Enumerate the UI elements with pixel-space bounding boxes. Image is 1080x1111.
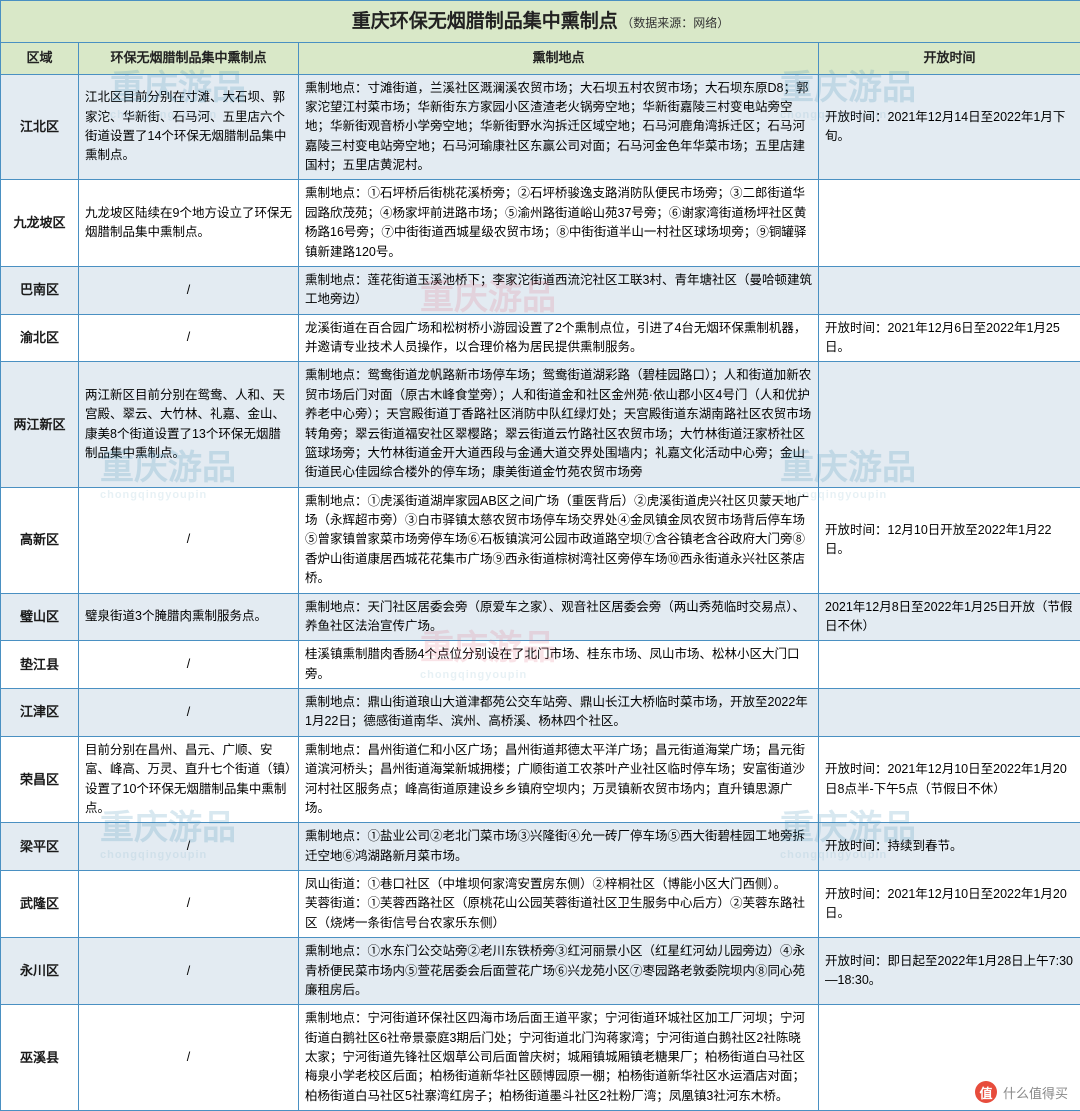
location-cell: 熏制地点：天门社区居委会旁（原爱车之家）、观音社区居委会旁（两山秀苑临时交易点）… (299, 593, 819, 641)
table-row: 高新区/熏制地点：①虎溪街道湖岸家园AB区之间广场（重医背后）②虎溪街道虎兴社区… (1, 487, 1080, 593)
region-cell: 璧山区 (1, 593, 79, 641)
location-cell: 桂溪镇熏制腊肉香肠4个点位分别设在了北门市场、桂东市场、凤山市场、松林小区大门口… (299, 641, 819, 689)
point-cell: 九龙坡区陆续在9个地方设立了环保无烟腊制品集中熏制点。 (79, 180, 299, 267)
point-cell: / (79, 487, 299, 593)
location-cell: 熏制地点：①石坪桥后街桃花溪桥旁；②石坪桥骏逸支路消防队便民市场旁；③二郎街道华… (299, 180, 819, 267)
point-cell: / (79, 938, 299, 1005)
table-row: 渝北区/龙溪街道在百合园广场和松树桥小游园设置了2个熏制点位，引进了4台无烟环保… (1, 314, 1080, 362)
footer-icon: 值 (975, 1081, 997, 1103)
location-cell: 凤山街道：①巷口社区（中堆坝何家湾安置房东侧）②梓桐社区（博能小区大门西侧）。 … (299, 871, 819, 938)
time-cell: 开放时间：12月10日开放至2022年1月22日。 (819, 487, 1080, 593)
point-cell: / (79, 823, 299, 871)
page-container: { "title": { "main": "重庆环保无烟腊制品集中熏制点", "… (0, 0, 1080, 1111)
point-cell: / (79, 689, 299, 737)
table-row: 九龙坡区九龙坡区陆续在9个地方设立了环保无烟腊制品集中熏制点。熏制地点：①石坪桥… (1, 180, 1080, 267)
point-cell: 两江新区目前分别在鸳鸯、人和、天宫殿、翠云、大竹林、礼嘉、金山、康美8个街道设置… (79, 362, 299, 487)
point-cell: 璧泉街道3个腌腊肉熏制服务点。 (79, 593, 299, 641)
location-cell: 熏制地点：昌州街道仁和小区广场；昌州街道邦德太平洋广场；昌元街道海棠广场；昌元街… (299, 736, 819, 823)
time-cell (819, 266, 1080, 314)
region-cell: 高新区 (1, 487, 79, 593)
location-cell: 龙溪街道在百合园广场和松树桥小游园设置了2个熏制点位，引进了4台无烟环保熏制机器… (299, 314, 819, 362)
title-row: 重庆环保无烟腊制品集中熏制点 （数据来源：网络） (1, 1, 1080, 43)
time-cell: 开放时间：2021年12月6日至2022年1月25日。 (819, 314, 1080, 362)
time-cell: 2021年12月8日至2022年1月25日开放（节假日不休） (819, 593, 1080, 641)
col-point-header: 环保无烟腊制品集中熏制点 (79, 43, 299, 74)
region-cell: 渝北区 (1, 314, 79, 362)
table-row: 巴南区/熏制地点：莲花街道玉溪池桥下；李家沱街道西流沱社区工联3村、青年塘社区（… (1, 266, 1080, 314)
header-row: 区域 环保无烟腊制品集中熏制点 熏制地点 开放时间 (1, 43, 1080, 74)
location-cell: 熏制地点：①虎溪街道湖岸家园AB区之间广场（重医背后）②虎溪街道虎兴社区贝蒙天地… (299, 487, 819, 593)
point-cell: / (79, 266, 299, 314)
location-cell: 熏制地点：①水东门公交站旁②老川东铁桥旁③红河丽景小区（红星红河幼儿园旁边）④永… (299, 938, 819, 1005)
region-cell: 永川区 (1, 938, 79, 1005)
page-title: 重庆环保无烟腊制品集中熏制点 (352, 11, 618, 32)
region-cell: 垫江县 (1, 641, 79, 689)
data-table: 重庆环保无烟腊制品集中熏制点 （数据来源：网络） 区域 环保无烟腊制品集中熏制点… (0, 0, 1080, 1111)
region-cell: 荣昌区 (1, 736, 79, 823)
table-row: 梁平区/熏制地点：①盐业公司②老北门菜市场③兴隆街④允一砖厂停车场⑤西大街碧桂园… (1, 823, 1080, 871)
time-cell: 开放时间：持续到春节。 (819, 823, 1080, 871)
location-cell: 熏制地点：鼎山街道琅山大道津都苑公交车站旁、鼎山长江大桥临时菜市场，开放至202… (299, 689, 819, 737)
point-cell: 目前分别在昌州、昌元、广顺、安富、峰高、万灵、直升七个街道（镇）设置了10个环保… (79, 736, 299, 823)
col-region-header: 区域 (1, 43, 79, 74)
time-cell: 开放时间：2021年12月10日至2022年1月20日8点半-下午5点（节假日不… (819, 736, 1080, 823)
location-cell: 熏制地点：莲花街道玉溪池桥下；李家沱街道西流沱社区工联3村、青年塘社区（曼哈顿建… (299, 266, 819, 314)
time-cell: 开放时间：2021年12月10日至2022年1月20日。 (819, 871, 1080, 938)
region-cell: 九龙坡区 (1, 180, 79, 267)
location-cell: 熏制地点：寸滩街道，兰溪社区溉澜溪农贸市场；大石坝五村农贸市场；大石坝东原D8；… (299, 74, 819, 180)
table-row: 两江新区两江新区目前分别在鸳鸯、人和、天宫殿、翠云、大竹林、礼嘉、金山、康美8个… (1, 362, 1080, 487)
col-time-header: 开放时间 (819, 43, 1080, 74)
table-row: 永川区/熏制地点：①水东门公交站旁②老川东铁桥旁③红河丽景小区（红星红河幼儿园旁… (1, 938, 1080, 1005)
table-row: 垫江县/桂溪镇熏制腊肉香肠4个点位分别设在了北门市场、桂东市场、凤山市场、松林小… (1, 641, 1080, 689)
region-cell: 巫溪县 (1, 1005, 79, 1111)
footer-badge: 值 什么值得买 (975, 1081, 1068, 1103)
location-cell: 熏制地点：宁河街道环保社区四海市场后面王道平家；宁河街道环城社区加工厂河坝；宁河… (299, 1005, 819, 1111)
table-row: 江津区/熏制地点：鼎山街道琅山大道津都苑公交车站旁、鼎山长江大桥临时菜市场，开放… (1, 689, 1080, 737)
region-cell: 江北区 (1, 74, 79, 180)
region-cell: 武隆区 (1, 871, 79, 938)
table-row: 武隆区/凤山街道：①巷口社区（中堆坝何家湾安置房东侧）②梓桐社区（博能小区大门西… (1, 871, 1080, 938)
point-cell: / (79, 1005, 299, 1111)
point-cell: 江北区目前分别在寸滩、大石坝、郭家沱、华新街、石马河、五里店六个街道设置了14个… (79, 74, 299, 180)
region-cell: 梁平区 (1, 823, 79, 871)
point-cell: / (79, 871, 299, 938)
time-cell: 开放时间：即日起至2022年1月28日上午7:30—18:30。 (819, 938, 1080, 1005)
point-cell: / (79, 641, 299, 689)
location-cell: 熏制地点：①盐业公司②老北门菜市场③兴隆街④允一砖厂停车场⑤西大街碧桂园工地旁拆… (299, 823, 819, 871)
footer-text: 什么值得买 (1003, 1083, 1068, 1102)
table-row: 巫溪县/熏制地点：宁河街道环保社区四海市场后面王道平家；宁河街道环城社区加工厂河… (1, 1005, 1080, 1111)
table-body: 江北区江北区目前分别在寸滩、大石坝、郭家沱、华新街、石马河、五里店六个街道设置了… (1, 74, 1080, 1111)
time-cell (819, 362, 1080, 487)
table-row: 璧山区璧泉街道3个腌腊肉熏制服务点。熏制地点：天门社区居委会旁（原爱车之家）、观… (1, 593, 1080, 641)
location-cell: 熏制地点：鸳鸯街道龙帆路新市场停车场；鸳鸯街道湖彩路（碧桂园路口）；人和街道加新… (299, 362, 819, 487)
table-row: 荣昌区目前分别在昌州、昌元、广顺、安富、峰高、万灵、直升七个街道（镇）设置了10… (1, 736, 1080, 823)
point-cell: / (79, 314, 299, 362)
time-cell (819, 689, 1080, 737)
region-cell: 巴南区 (1, 266, 79, 314)
time-cell (819, 641, 1080, 689)
table-row: 江北区江北区目前分别在寸滩、大石坝、郭家沱、华新街、石马河、五里店六个街道设置了… (1, 74, 1080, 180)
page-subtitle: （数据来源：网络） (621, 16, 729, 30)
col-loc-header: 熏制地点 (299, 43, 819, 74)
region-cell: 江津区 (1, 689, 79, 737)
time-cell: 开放时间：2021年12月14日至2022年1月下旬。 (819, 74, 1080, 180)
time-cell (819, 180, 1080, 267)
region-cell: 两江新区 (1, 362, 79, 487)
